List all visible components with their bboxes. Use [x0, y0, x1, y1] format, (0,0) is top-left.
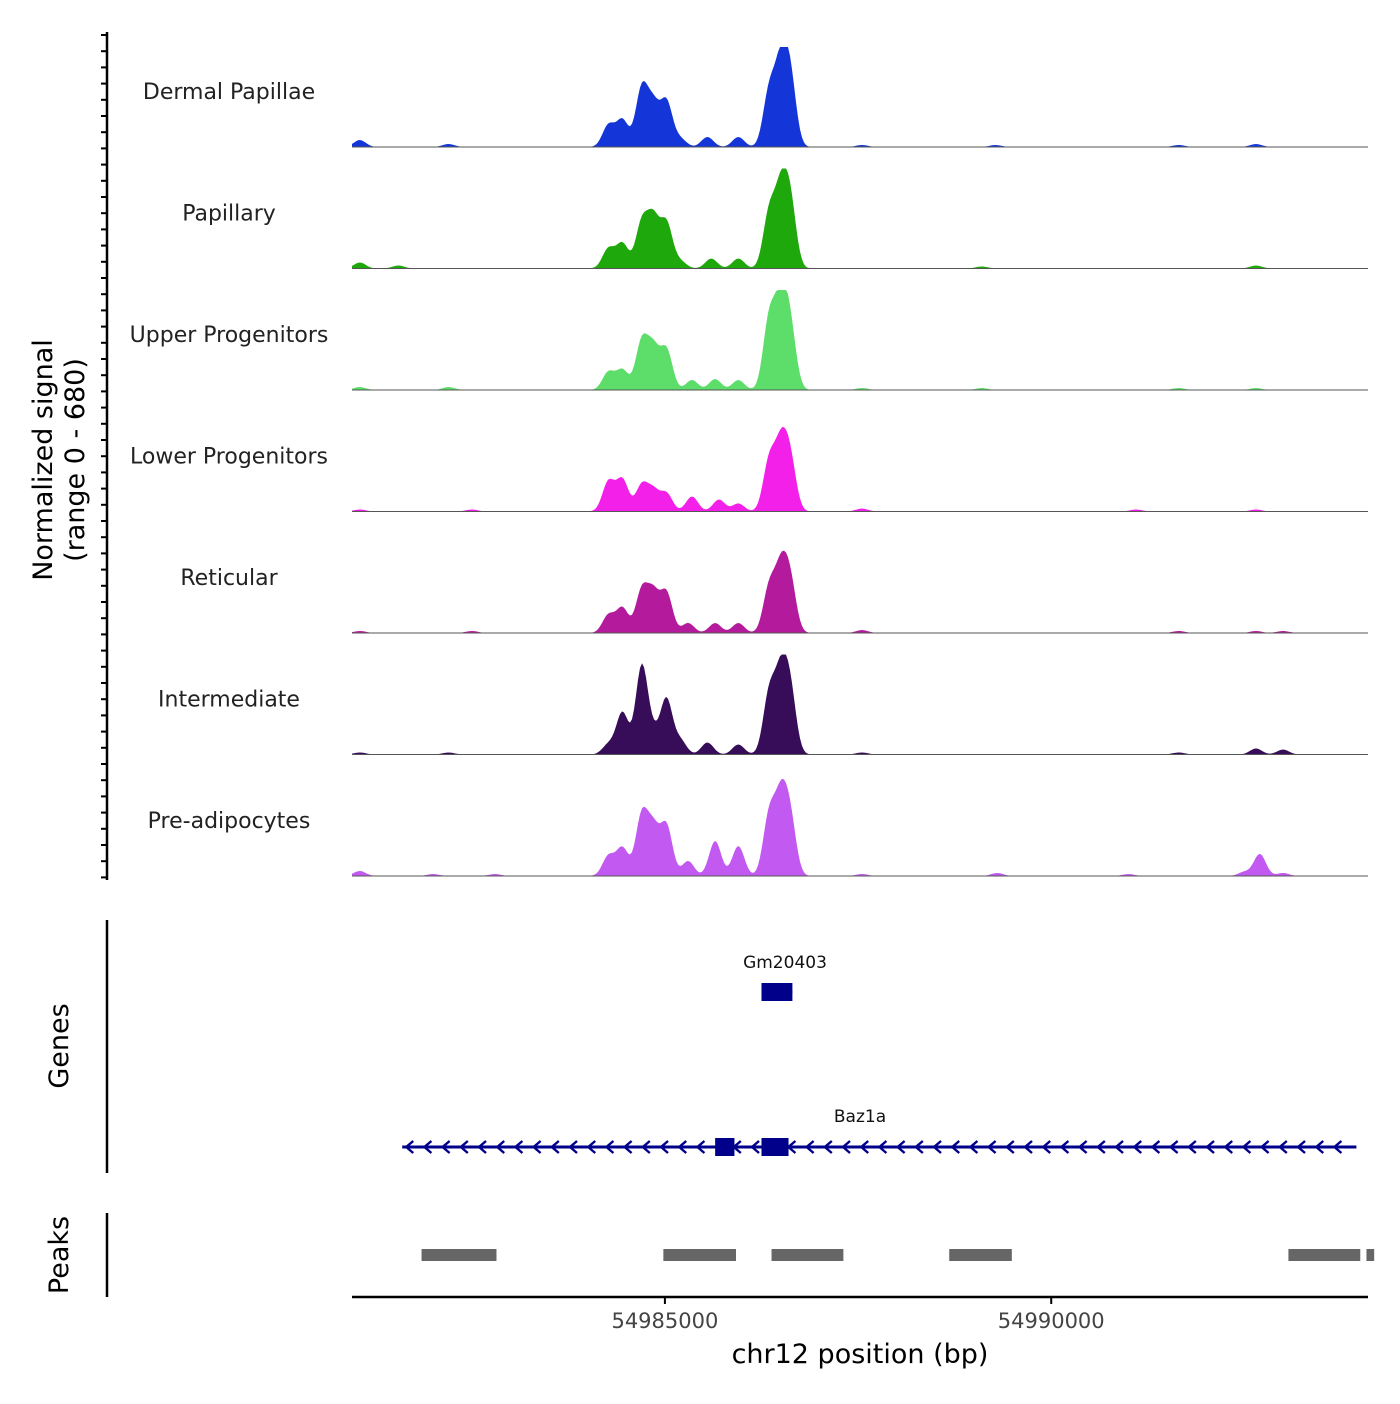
gene-name: Baz1a	[834, 1107, 886, 1127]
strand-arrow	[568, 1140, 578, 1154]
strand-arrow	[458, 1140, 469, 1154]
gene-exon	[761, 983, 793, 1001]
strand-arrow	[1332, 1140, 1343, 1154]
track-label: Upper Progenitors	[130, 323, 329, 348]
strand-arrow	[604, 1140, 615, 1154]
gene-name: Gm20403	[743, 953, 827, 973]
coverage-ylabel-line1: Normalized signal	[28, 339, 59, 581]
gene-track: Gm20403 Baz1a	[402, 953, 1357, 1156]
strand-arrow	[1277, 1140, 1288, 1154]
coverage-baselines	[352, 146, 1368, 877]
strand-arrow	[1223, 1140, 1234, 1154]
strand-arrow	[1241, 1140, 1252, 1154]
strand-arrow	[640, 1140, 651, 1154]
track-label: Papillary	[182, 202, 276, 227]
coverage-area	[352, 290, 1368, 390]
gene-exon	[715, 1138, 735, 1156]
strand-arrow	[1296, 1140, 1306, 1154]
strand-arrow	[695, 1140, 706, 1154]
strand-arrow	[804, 1140, 815, 1154]
coverage-area	[352, 778, 1368, 876]
strand-arrow	[1095, 1140, 1106, 1154]
strand-arrow	[1186, 1140, 1197, 1154]
strand-arrow	[531, 1140, 542, 1154]
strand-arrow	[477, 1140, 487, 1154]
coverage-ylabel-line2: (range 0 - 680)	[60, 358, 91, 562]
x-axis-label: chr12 position (bp)	[732, 1339, 989, 1370]
peak-track	[421, 1249, 1375, 1261]
strand-arrow	[513, 1140, 524, 1154]
strand-arrow	[1150, 1140, 1161, 1154]
strand-arrow	[440, 1140, 451, 1154]
strand-arrow	[586, 1140, 597, 1154]
peak-region	[771, 1249, 844, 1261]
strand-arrow	[913, 1140, 924, 1154]
x-tick-label: 54990000	[998, 1309, 1105, 1333]
coverage-area	[352, 550, 1368, 633]
peak-region	[663, 1249, 736, 1261]
strand-arrow	[1132, 1140, 1143, 1154]
peaks-label: Peaks	[44, 1216, 75, 1294]
strand-arrow	[859, 1140, 870, 1154]
strand-arrow	[1314, 1140, 1325, 1154]
strand-arrow	[404, 1140, 415, 1154]
track-labels: Dermal Papillae Papillary Upper Progenitor…	[130, 80, 329, 834]
strand-arrow	[750, 1140, 760, 1154]
track-label: Lower Progenitors	[130, 445, 328, 470]
strand-arrow	[1114, 1140, 1124, 1154]
strand-arrow	[968, 1140, 979, 1154]
coverage-area	[352, 427, 1368, 512]
strand-arrow	[549, 1140, 560, 1154]
strand-arrow	[895, 1140, 906, 1154]
peak-region	[421, 1249, 497, 1261]
strand-arrow	[1041, 1140, 1052, 1154]
strand-arrow	[1205, 1140, 1215, 1154]
strand-arrow	[1059, 1140, 1070, 1154]
strand-arrow	[495, 1140, 506, 1154]
peak-region	[1288, 1249, 1361, 1261]
gene-exon	[761, 1138, 789, 1156]
strand-arrow	[822, 1140, 833, 1154]
strand-arrow	[422, 1140, 433, 1154]
strand-arrow	[986, 1140, 997, 1154]
strand-arrow	[659, 1140, 669, 1154]
genes-label: Genes	[44, 1003, 75, 1088]
strand-arrow	[932, 1140, 942, 1154]
peak-region	[1366, 1249, 1375, 1261]
coverage-area	[352, 168, 1368, 269]
track-label: Pre-adipocytes	[148, 809, 311, 834]
coverage-area	[352, 47, 1368, 147]
x-axis: 54985000 54990000	[352, 1295, 1368, 1333]
strand-arrow	[1004, 1140, 1015, 1154]
strand-arrow	[677, 1140, 688, 1154]
peak-region	[949, 1249, 1012, 1261]
strand-arrow	[1168, 1140, 1179, 1154]
x-tick-label: 54985000	[611, 1309, 718, 1333]
track-label: Intermediate	[158, 688, 300, 713]
strand-arrow	[622, 1140, 633, 1154]
coverage-area	[352, 654, 1368, 755]
strand-arrow	[841, 1140, 851, 1154]
strand-arrow	[1077, 1140, 1088, 1154]
strand-arrow	[950, 1140, 961, 1154]
track-label: Reticular	[180, 566, 278, 591]
coverage-y-axis	[101, 32, 109, 880]
coverage-areas	[352, 47, 1368, 876]
strand-arrow	[877, 1140, 888, 1154]
strand-arrow	[1023, 1140, 1033, 1154]
strand-arrow	[1259, 1140, 1270, 1154]
track-label: Dermal Papillae	[143, 80, 315, 105]
